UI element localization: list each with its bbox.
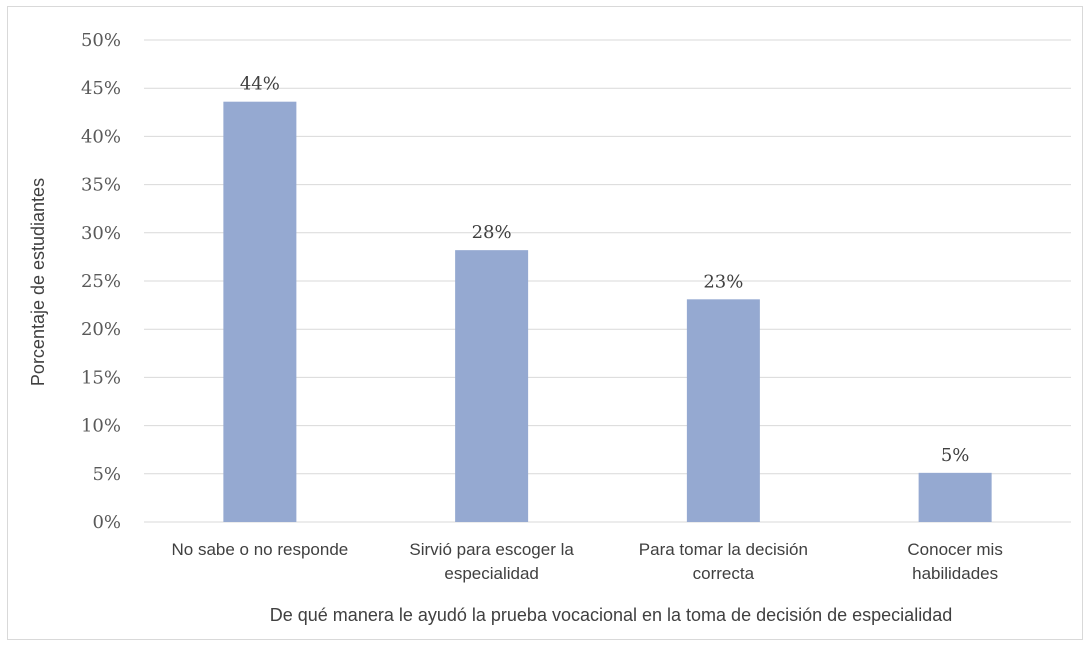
y-tick-label: 15% (81, 367, 121, 388)
data-label: 5% (941, 445, 970, 466)
y-tick-label: 40% (81, 126, 121, 147)
x-tick-label: No sabe o no responde (172, 540, 349, 559)
y-tick-label: 50% (81, 30, 121, 51)
x-tick-label: Para tomar la decisión correcta (639, 540, 808, 583)
y-tick-label: 45% (81, 78, 121, 99)
x-tick-label: Sirvió para escoger la especialidad (409, 540, 574, 583)
data-labels: 44% 28% 23% 5% (240, 74, 970, 466)
data-label: 28% (472, 222, 512, 243)
x-axis-title: De qué manera le ayudó la prueba vocacio… (270, 605, 952, 625)
bar (918, 472, 992, 522)
y-tick-label: 10% (81, 416, 121, 437)
y-tick-label: 20% (81, 319, 121, 340)
y-tick-label: 30% (81, 223, 121, 244)
y-tick-label: 25% (81, 271, 121, 292)
y-tick-label: 5% (92, 464, 121, 485)
bar (455, 250, 529, 523)
y-tick-label: 0% (92, 512, 121, 533)
bars (223, 101, 992, 523)
data-label: 23% (703, 271, 743, 292)
y-axis-title: Porcentaje de estudiantes (28, 178, 48, 386)
y-tick-label: 35% (81, 175, 121, 196)
bar (223, 101, 297, 523)
x-tick-label: Conocer mis habilidades (907, 540, 1002, 583)
y-axis-ticks: 0% 5% 10% 15% 20% 25% 30% 35% 40% 45% 50% (81, 30, 121, 533)
bar (686, 299, 760, 522)
chart-frame (7, 6, 1083, 640)
data-label: 44% (240, 74, 280, 95)
gridlines (144, 39, 1071, 523)
x-axis-categories: No sabe o no responde Sirvió para escoger… (172, 540, 1003, 583)
